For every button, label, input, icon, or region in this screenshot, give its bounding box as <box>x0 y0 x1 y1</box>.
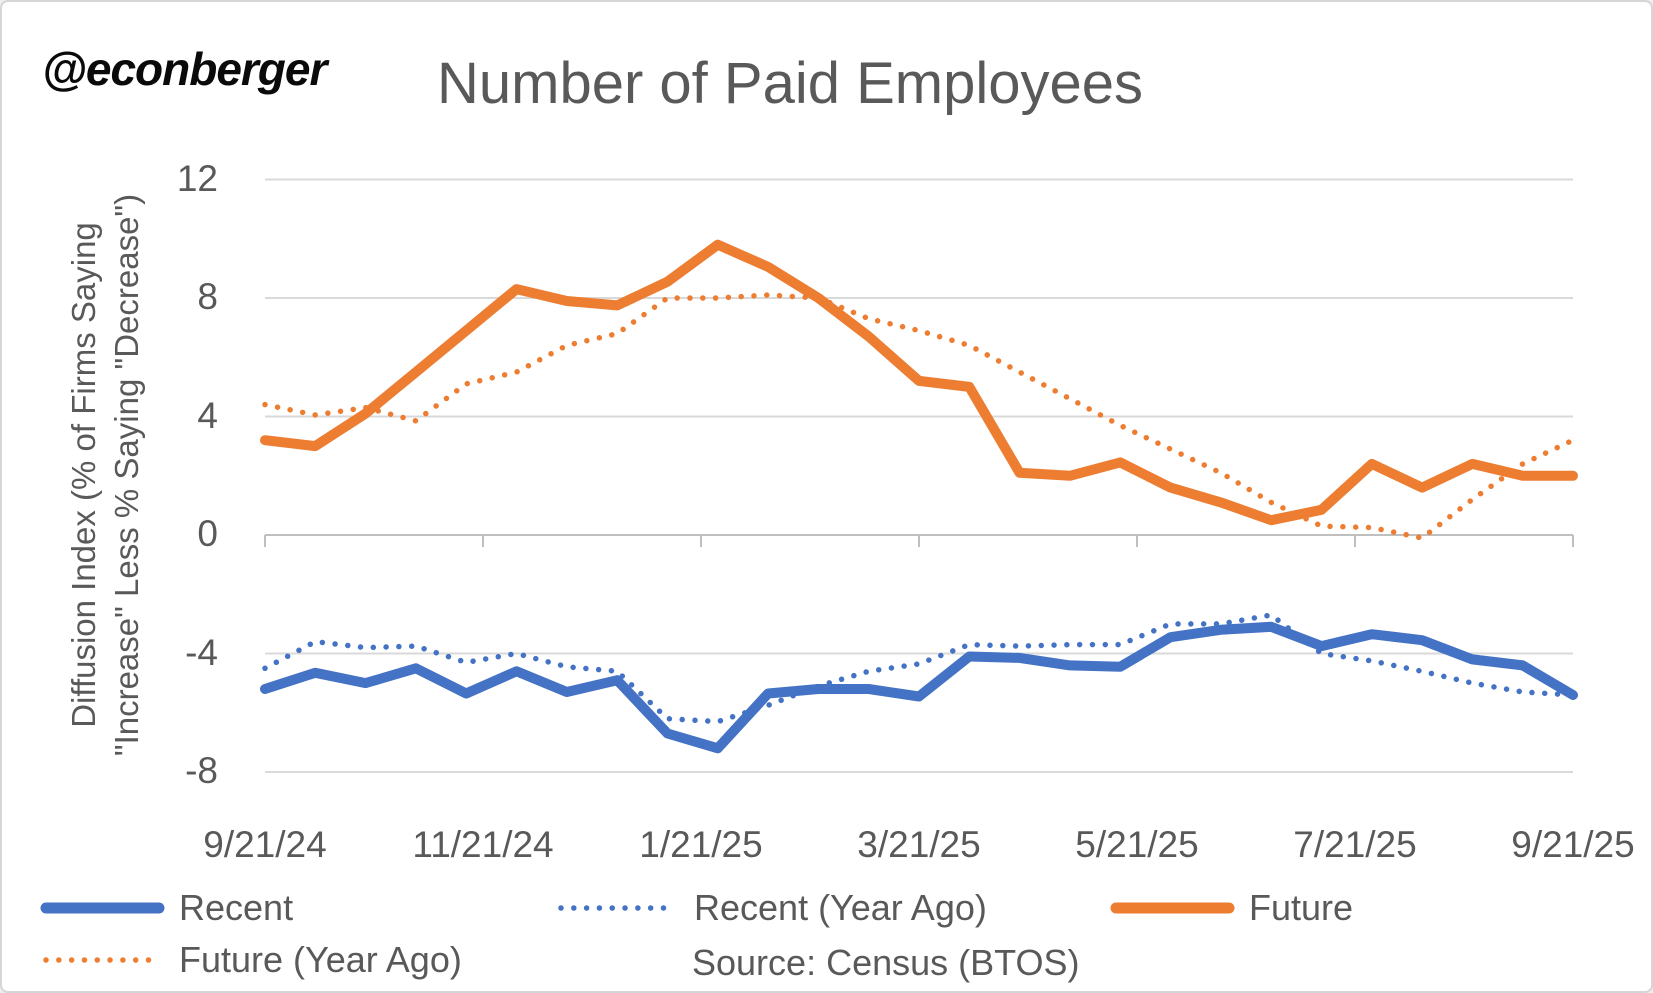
legend-item-recent: Recent <box>40 887 294 928</box>
watermark: @econberger <box>42 43 327 95</box>
recent-line-swatch-icon <box>40 902 165 914</box>
source-note: Source: Census (BTOS) <box>692 942 1080 983</box>
future-year-ago-dotted-swatch-icon <box>43 957 162 963</box>
x-tick-label: 3/21/25 <box>857 824 981 865</box>
x-tick-label: 11/21/24 <box>412 824 554 865</box>
legend-label-recent: Recent <box>179 887 294 928</box>
x-tick-label: 5/21/25 <box>1075 824 1199 865</box>
y-tick-label: 4 <box>197 394 218 436</box>
x-tick-label: 7/21/25 <box>1293 824 1417 865</box>
legend-label-future: Future <box>1249 887 1354 928</box>
y-tick-label: -4 <box>185 631 218 673</box>
chart-title: Number of Paid Employees <box>437 51 1143 116</box>
y-tick-label: 0 <box>197 513 218 554</box>
y-tick-label: 8 <box>197 276 218 317</box>
x-tick-label: 1/21/25 <box>639 824 763 865</box>
x-tick-label: 9/21/24 <box>203 824 327 865</box>
y-tick-label: -8 <box>185 750 218 791</box>
legend-item-future-year-ago: Future (Year Ago) <box>40 939 462 980</box>
legend-item-recent-year-ago: Recent (Year Ago) <box>555 887 987 928</box>
legend-item-future: Future <box>1110 887 1354 928</box>
x-tick-label: 9/21/25 <box>1511 824 1635 865</box>
future-line-swatch-icon <box>1110 902 1235 914</box>
y-tick-label: 12 <box>176 157 218 199</box>
legend-label-future-year-ago: Future (Year Ago) <box>179 939 462 980</box>
legend-label-recent-year-ago: Recent (Year Ago) <box>694 887 987 928</box>
recent-year-ago-dotted-swatch-icon <box>558 905 677 911</box>
